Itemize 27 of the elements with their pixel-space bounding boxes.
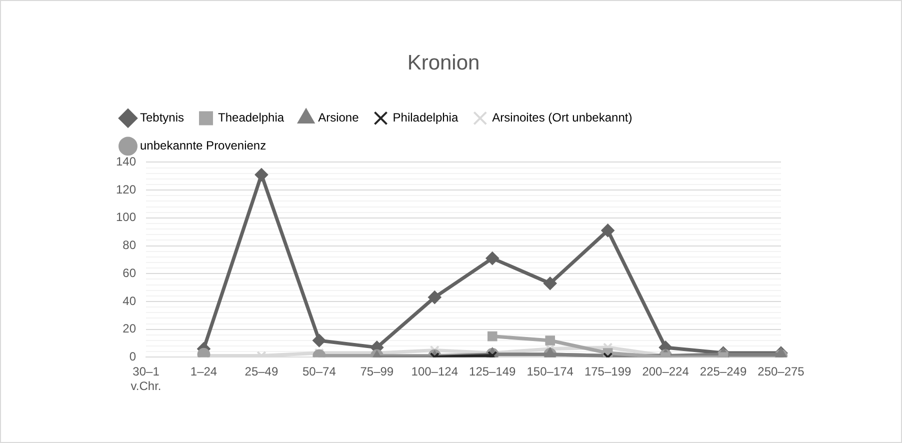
legend-label: Tebtynis — [140, 110, 184, 125]
chart-title: Kronion — [407, 51, 480, 74]
x-tick-label: 25–49 — [244, 364, 278, 379]
x-tick-label: 125–149 — [469, 364, 516, 379]
x-tick-label: 1–24 — [190, 364, 218, 379]
x-tick-label: 225–249 — [700, 364, 747, 379]
x-tick-label: 75–99 — [360, 364, 394, 379]
y-tick-label: 80 — [122, 238, 136, 252]
x-tick-label: 150–174 — [526, 364, 574, 379]
legend-label: Arsinoites (Ort unbekannt) — [492, 110, 632, 125]
y-tick-label: 60 — [122, 266, 136, 280]
x-tick-label: 200–224 — [642, 364, 690, 379]
y-tick-label: 140 — [116, 154, 136, 169]
x-tick-label: 50–74 — [302, 364, 336, 379]
legend-label: Philadelphia — [392, 110, 458, 125]
y-tick-label: 100 — [116, 210, 136, 224]
x-tick-label: 250–275 — [758, 364, 805, 379]
legend-label: Arsione — [318, 110, 360, 125]
legend-label: Theadelphia — [218, 110, 284, 125]
x-tick-label: 175–199 — [584, 364, 632, 379]
y-tick-label: 20 — [122, 322, 136, 336]
y-tick-label: 40 — [122, 294, 136, 308]
legend-label: unbekannte Provenienz — [140, 138, 266, 153]
y-tick-label: 0 — [129, 350, 136, 364]
x-tick-label: 30–1 v.Chr. — [130, 364, 162, 394]
y-tick-label: 120 — [116, 182, 136, 196]
x-tick-label: 100–124 — [411, 364, 458, 379]
